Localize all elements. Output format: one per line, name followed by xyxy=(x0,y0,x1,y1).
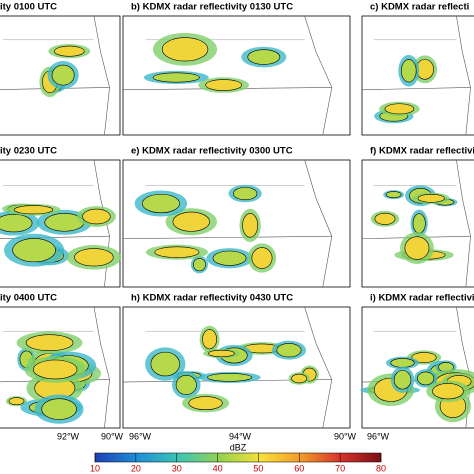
colorbar-tick-label: 10 xyxy=(90,463,100,473)
panel-title: f) KDMX radar reflectivity xyxy=(370,146,474,157)
colorbar-tick-label: 60 xyxy=(294,463,304,473)
radar-echo xyxy=(404,236,430,260)
radar-echo xyxy=(393,370,412,390)
state-border xyxy=(122,235,332,240)
radar-echo xyxy=(412,213,426,234)
state-border xyxy=(304,306,333,429)
radar-echo xyxy=(276,343,302,358)
radar-echo xyxy=(202,329,217,350)
map-panel xyxy=(122,159,351,288)
map-panel xyxy=(0,159,122,288)
panel-title: c) KDMX radar reflecti xyxy=(370,2,469,13)
radar-echo xyxy=(150,351,180,377)
radar-echo xyxy=(212,250,247,266)
map-panel xyxy=(0,15,121,136)
radar-echo xyxy=(374,212,396,225)
panel-title: ity 0230 UTC xyxy=(0,146,57,157)
radar-echo xyxy=(175,375,197,395)
radar-echo xyxy=(247,49,281,65)
radar-echo xyxy=(12,238,56,263)
panel-title: ity 0100 UTC xyxy=(0,2,57,13)
radar-echo xyxy=(207,373,253,382)
panel-title: e) KDMX radar reflectivity 0300 UTC xyxy=(131,146,293,157)
colorbar-tick-label: 80 xyxy=(376,463,386,473)
radar-echo xyxy=(188,396,223,411)
radar-echo xyxy=(141,193,180,214)
radar-echo xyxy=(193,258,206,272)
radar-echo xyxy=(401,59,417,83)
colorbar-tick-label: 40 xyxy=(213,463,223,473)
radar-echo xyxy=(154,246,200,258)
radar-echo xyxy=(33,359,78,380)
panel-title: b) KDMX radar reflectivity 0130 UTC xyxy=(131,2,293,13)
radar-echo xyxy=(0,214,33,233)
radar-echo xyxy=(384,103,415,115)
radar-echo xyxy=(54,45,85,57)
radar-echo xyxy=(13,205,54,215)
colorbar-tick-label: 50 xyxy=(253,463,263,473)
radar-echo xyxy=(25,334,74,352)
map-panel xyxy=(122,15,351,136)
radar-echo xyxy=(417,194,445,203)
radar-echo xyxy=(242,213,259,238)
state-border xyxy=(93,306,110,429)
lon-label: 96°W xyxy=(129,431,152,441)
colorbar-tick-label: 30 xyxy=(172,463,182,473)
lon-label: 90°W xyxy=(334,431,357,441)
lon-label: 92°W xyxy=(57,431,80,441)
radar-echo xyxy=(41,398,77,420)
radar-echo xyxy=(432,383,464,400)
radar-echo xyxy=(152,72,200,83)
lon-label: 90°W xyxy=(101,431,124,441)
lon-label: 94°W xyxy=(229,431,252,441)
radar-echo xyxy=(385,191,402,199)
map-panel xyxy=(360,306,474,429)
radar-echo xyxy=(74,248,114,267)
state-border xyxy=(304,159,333,288)
panel-title: ity 0400 UTC xyxy=(0,293,57,304)
colorbar-bar xyxy=(94,452,382,463)
radar-echo xyxy=(51,64,75,86)
radar-echo xyxy=(411,352,437,363)
state-border xyxy=(456,15,471,136)
colorbar-label: dBZ xyxy=(230,442,247,452)
radar-echo xyxy=(205,79,243,91)
map-panel xyxy=(0,306,121,429)
state-border xyxy=(456,159,471,288)
state-border xyxy=(304,15,333,136)
radar-echo xyxy=(291,373,307,384)
radar-echo xyxy=(251,247,273,269)
radar-echo xyxy=(8,397,25,406)
colorbar-tick-label: 20 xyxy=(131,463,141,473)
radar-echo xyxy=(82,208,111,225)
radar-echo xyxy=(233,187,258,201)
map-frame xyxy=(122,159,351,288)
map-panel xyxy=(361,159,474,288)
radar-echo xyxy=(161,37,209,62)
map-panel xyxy=(122,306,351,429)
radar-echo xyxy=(417,371,435,386)
panel-title: i) KDMX radar reflectivity xyxy=(370,293,474,304)
map-panel xyxy=(361,15,474,136)
radar-echo xyxy=(208,349,235,358)
panel-title: h) KDMX radar reflectivity 0430 UTC xyxy=(131,293,293,304)
colorbar-tick-label: 70 xyxy=(335,463,345,473)
lon-label: 96°W xyxy=(367,431,390,441)
state-border xyxy=(361,87,471,91)
radar-echo xyxy=(390,358,415,368)
state-border xyxy=(93,15,110,136)
radar-echo xyxy=(172,211,210,232)
